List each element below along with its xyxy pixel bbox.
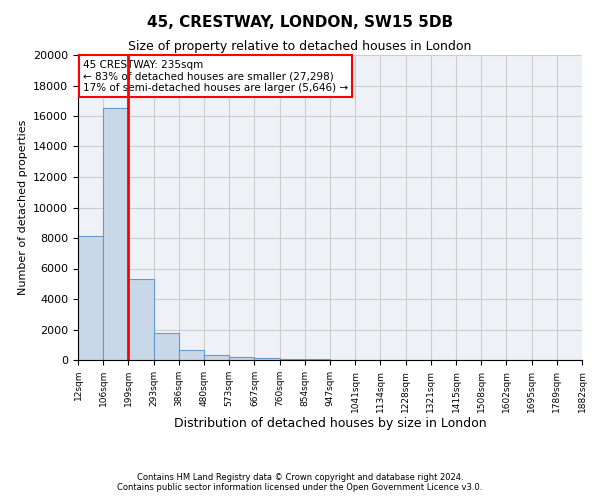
- Text: 45, CRESTWAY, LONDON, SW15 5DB: 45, CRESTWAY, LONDON, SW15 5DB: [147, 15, 453, 30]
- Bar: [229, 357, 254, 360]
- Bar: [128, 279, 154, 360]
- Bar: [103, 108, 128, 360]
- Bar: [280, 359, 305, 360]
- Bar: [204, 354, 229, 360]
- Bar: [179, 350, 204, 360]
- Text: Size of property relative to detached houses in London: Size of property relative to detached ho…: [128, 40, 472, 53]
- X-axis label: Distribution of detached houses by size in London: Distribution of detached houses by size …: [173, 418, 487, 430]
- Text: 45 CRESTWAY: 235sqm
← 83% of detached houses are smaller (27,298)
17% of semi-de: 45 CRESTWAY: 235sqm ← 83% of detached ho…: [83, 60, 348, 93]
- Bar: [78, 236, 103, 360]
- Y-axis label: Number of detached properties: Number of detached properties: [17, 120, 28, 295]
- Bar: [154, 332, 179, 360]
- Text: Contains HM Land Registry data © Crown copyright and database right 2024.
Contai: Contains HM Land Registry data © Crown c…: [118, 473, 482, 492]
- Bar: [254, 358, 280, 360]
